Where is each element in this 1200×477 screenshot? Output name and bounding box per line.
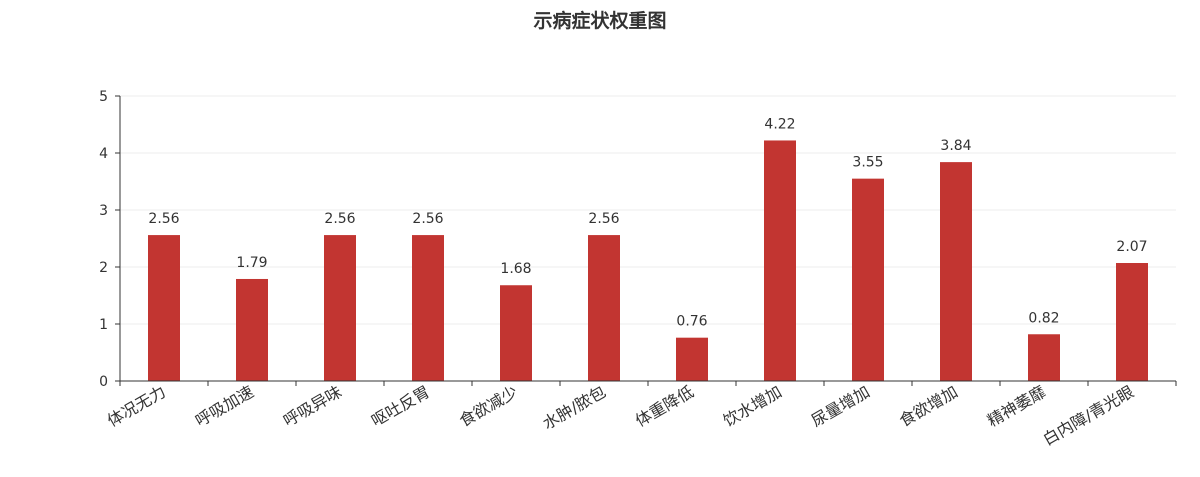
bar-value-label: 1.68 (500, 261, 531, 277)
bar-value-label: 2.56 (588, 211, 619, 227)
bar-value-label: 2.07 (1116, 239, 1147, 255)
bar-value-label: 0.82 (1028, 310, 1059, 326)
bar (236, 278, 268, 381)
y-tick-label: 4 (99, 146, 108, 162)
x-axis: 体况无力 呼吸加速 呼吸异味 呕吐反胃 食欲减少 水肿/脓包 体重降低 饮水增加 尿量增加 食欲增… (104, 380, 1177, 449)
bar (676, 337, 708, 381)
bar (324, 235, 356, 381)
bars (148, 140, 1148, 381)
bar (1028, 334, 1060, 381)
y-tick-label: 0 (99, 374, 108, 390)
bar-value-label: 3.55 (852, 155, 883, 171)
y-tick-label: 3 (99, 203, 108, 219)
bar (500, 285, 532, 381)
bar-value-label: 4.22 (764, 116, 795, 132)
y-tick-label: 2 (99, 260, 108, 276)
x-category-label: 精神萎靡 (984, 382, 1049, 430)
x-category-label: 食欲增加 (896, 382, 961, 430)
x-category-label: 食欲减少 (456, 382, 521, 430)
x-category-label: 呼吸加速 (192, 382, 257, 430)
x-category-label: 体重降低 (632, 382, 697, 430)
x-category-label: 尿量增加 (808, 382, 873, 430)
bar-value-label: 1.79 (236, 255, 267, 271)
bar-value-label: 2.56 (324, 211, 355, 227)
bar (588, 235, 620, 381)
x-category-label: 饮水增加 (720, 382, 785, 430)
chart-title: 示病症状权重图 (533, 10, 667, 32)
x-category-label: 白内障/青光眼 (1040, 382, 1137, 449)
grid-lines (120, 95, 1176, 325)
bar-value-label: 2.56 (412, 211, 443, 227)
y-tick-label: 5 (99, 89, 108, 105)
bar (148, 235, 180, 381)
bar (940, 162, 972, 381)
bar-value-label: 0.76 (676, 314, 707, 330)
x-category-label: 体况无力 (104, 382, 169, 430)
bar (764, 140, 796, 381)
bar-value-label: 2.56 (148, 211, 179, 227)
x-category-label: 呕吐反胃 (368, 382, 433, 430)
bar (412, 235, 444, 381)
y-axis: 0 1 2 3 4 5 (99, 89, 121, 390)
bar (1116, 263, 1148, 381)
x-category-label: 呼吸异味 (280, 382, 345, 430)
y-tick-label: 1 (99, 317, 108, 333)
bar-value-label: 3.84 (940, 138, 971, 154)
value-labels: 2.56 1.79 2.56 2.56 1.68 2.56 0.76 4.22 3.55 3.84… (148, 116, 1147, 329)
x-category-label: 水肿/脓包 (539, 382, 609, 433)
bar (852, 178, 884, 381)
